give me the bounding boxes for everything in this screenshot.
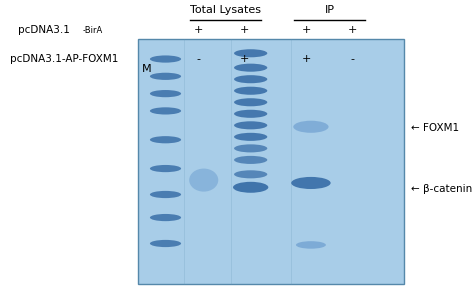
Text: -: -	[350, 54, 355, 64]
Ellipse shape	[150, 107, 181, 115]
Ellipse shape	[293, 121, 328, 133]
Ellipse shape	[296, 241, 326, 249]
Text: pcDNA3.1: pcDNA3.1	[18, 25, 70, 35]
Ellipse shape	[150, 191, 181, 198]
Ellipse shape	[234, 133, 267, 141]
Text: Total Lysates: Total Lysates	[190, 5, 261, 15]
Ellipse shape	[189, 168, 218, 191]
Text: ← FOXM1: ← FOXM1	[410, 123, 459, 133]
Ellipse shape	[150, 90, 181, 97]
Ellipse shape	[234, 64, 267, 72]
Text: +: +	[302, 25, 311, 35]
Ellipse shape	[234, 170, 267, 178]
Text: M: M	[142, 64, 152, 74]
Ellipse shape	[150, 55, 181, 63]
Ellipse shape	[150, 165, 181, 172]
Ellipse shape	[291, 177, 331, 189]
Ellipse shape	[234, 98, 267, 106]
Text: pcDNA3.1-AP-FOXM1: pcDNA3.1-AP-FOXM1	[9, 54, 118, 64]
Ellipse shape	[150, 214, 181, 221]
Ellipse shape	[234, 110, 267, 118]
Ellipse shape	[234, 75, 267, 83]
Ellipse shape	[150, 73, 181, 80]
Ellipse shape	[234, 87, 267, 95]
Ellipse shape	[150, 136, 181, 143]
Text: -: -	[197, 54, 201, 64]
Ellipse shape	[234, 144, 267, 152]
Text: +: +	[302, 54, 311, 64]
Ellipse shape	[150, 240, 181, 247]
Text: +: +	[240, 54, 249, 64]
Ellipse shape	[234, 121, 267, 129]
Text: -BirA: -BirA	[83, 26, 103, 35]
Text: +: +	[240, 25, 249, 35]
Text: +: +	[348, 25, 357, 35]
Text: +: +	[194, 25, 203, 35]
Text: ← β-catenin: ← β-catenin	[410, 184, 472, 194]
Bar	[138, 39, 404, 284]
Ellipse shape	[234, 156, 267, 164]
Text: IP: IP	[325, 5, 335, 15]
Ellipse shape	[233, 182, 268, 193]
Ellipse shape	[234, 49, 267, 57]
